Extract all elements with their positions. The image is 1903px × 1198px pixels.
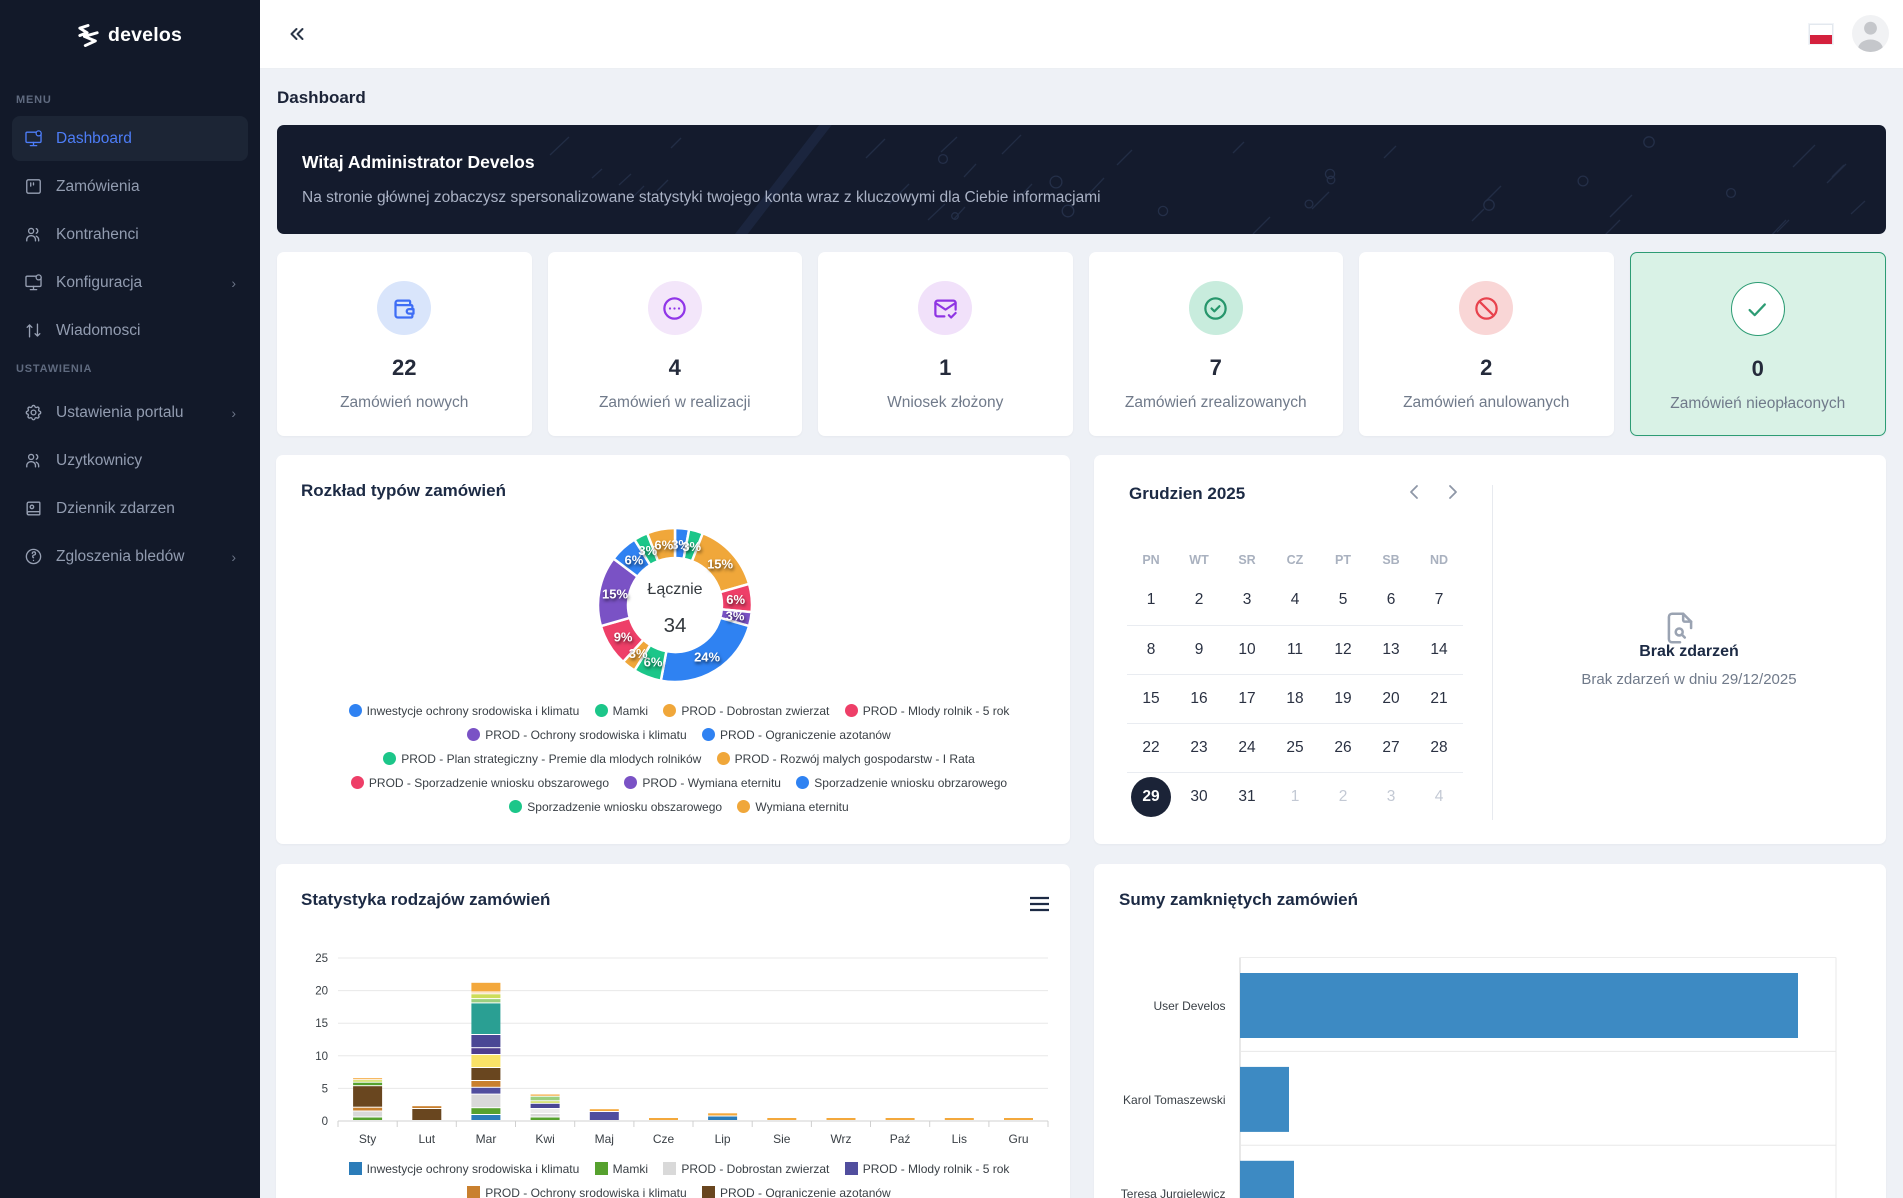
svg-text:3%: 3% [726,609,745,624]
svg-text:6%: 6% [654,538,673,553]
svg-text:Sty: Sty [359,1132,376,1146]
svg-text:15: 15 [315,1018,328,1030]
svg-text:0: 0 [322,1116,328,1128]
svg-text:6%: 6% [644,654,663,669]
svg-text:24%: 24% [694,649,720,664]
svg-text:Lis: Lis [952,1132,967,1146]
svg-text:20: 20 [315,986,328,998]
svg-text:Cze: Cze [653,1132,675,1146]
svg-text:3%: 3% [638,543,657,558]
svg-text:10: 10 [315,1051,328,1063]
svg-text:15%: 15% [707,556,733,571]
svg-text:Wrz: Wrz [830,1132,851,1146]
svg-text:Lut: Lut [418,1132,435,1146]
svg-text:25: 25 [315,953,328,965]
svg-text:User Develos: User Develos [1153,999,1225,1013]
svg-text:15%: 15% [602,586,628,601]
svg-text:Teresa Jurgielewicz: Teresa Jurgielewicz [1121,1187,1226,1198]
svg-text:Kwi: Kwi [535,1132,554,1146]
svg-text:9%: 9% [614,630,633,645]
svg-text:3%: 3% [682,539,701,554]
svg-text:Mar: Mar [476,1132,497,1146]
svg-text:6%: 6% [625,552,644,567]
svg-text:3%: 3% [671,537,690,552]
svg-text:Karol Tomaszewski: Karol Tomaszewski [1123,1093,1225,1107]
svg-text:5: 5 [322,1083,328,1095]
svg-text:Paź: Paź [890,1132,911,1146]
svg-text:Łącznie: Łącznie [647,581,702,598]
svg-text:Sie: Sie [773,1132,791,1146]
svg-text:3%: 3% [629,646,648,661]
svg-text:6%: 6% [726,592,745,607]
svg-text:Gru: Gru [1008,1132,1028,1146]
svg-text:34: 34 [664,614,687,637]
svg-text:Lip: Lip [715,1132,731,1146]
svg-text:Maj: Maj [595,1132,614,1146]
